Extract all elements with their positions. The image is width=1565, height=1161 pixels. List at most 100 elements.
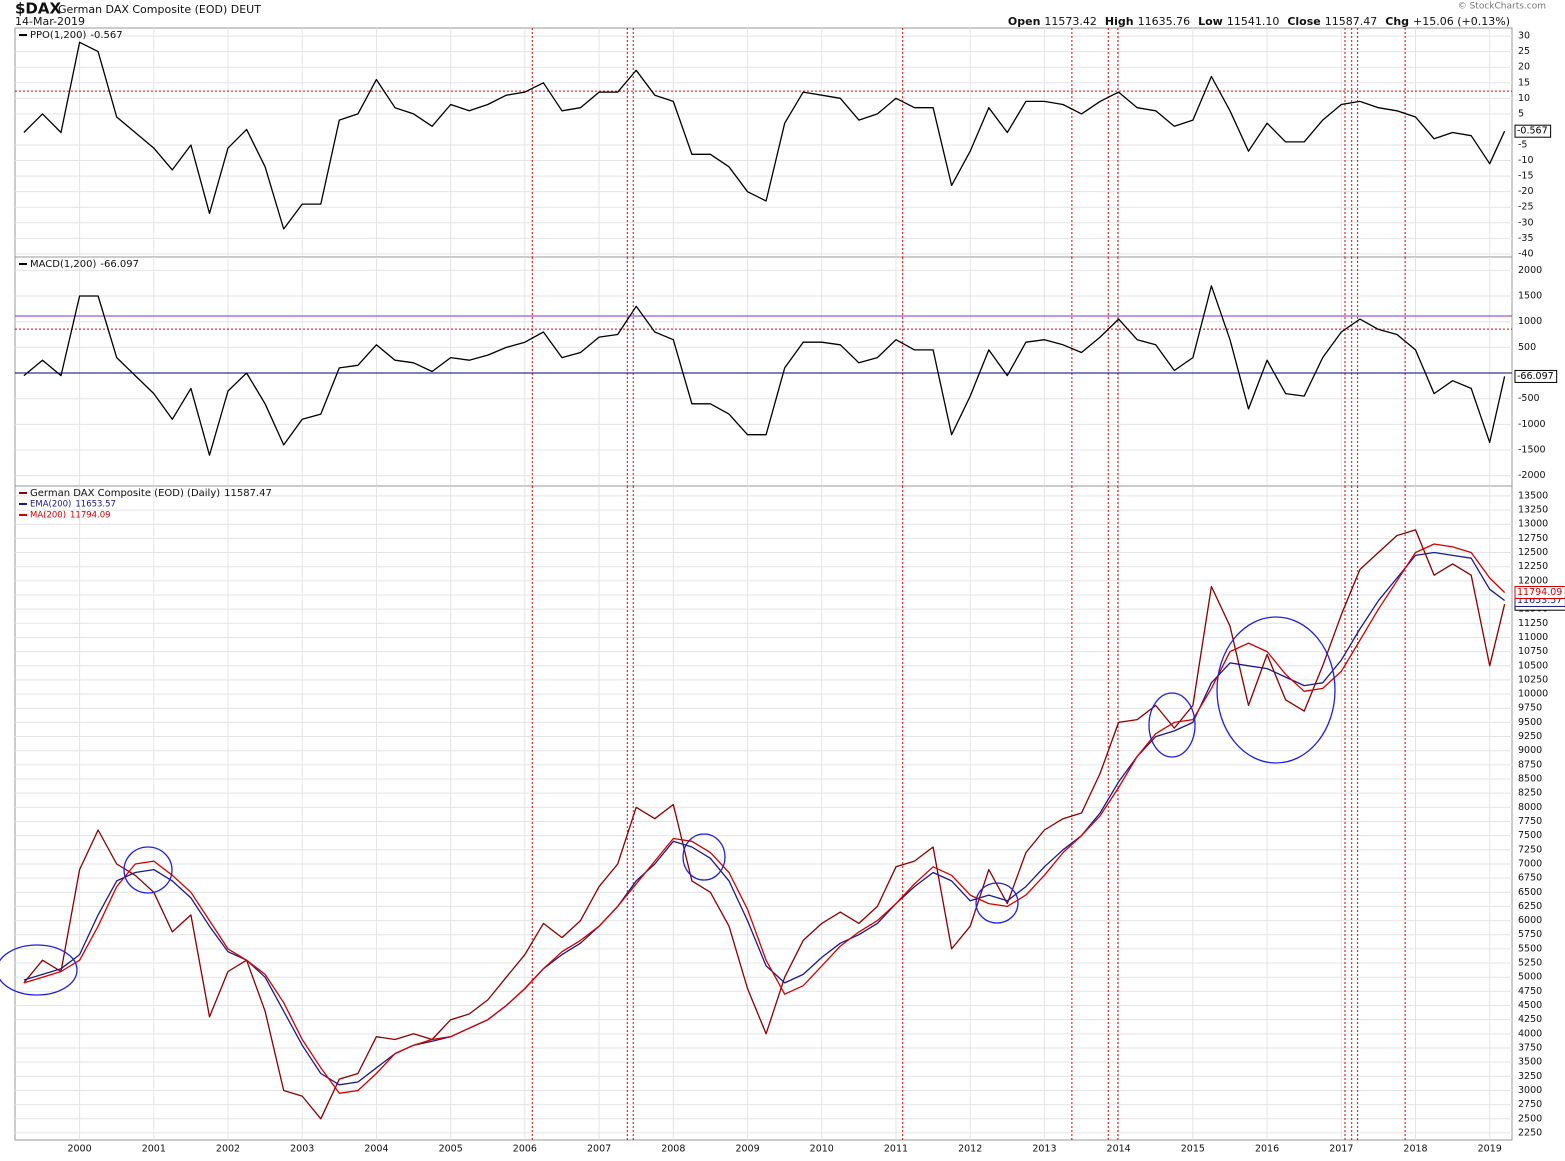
- panel: 2000 1500 1000 500 -500 -1000 -1500 -2000 MACD(1…: [14, 256, 1558, 487]
- legend-name: EMA(200): [30, 500, 71, 510]
- panel-frame: [14, 27, 1513, 258]
- annotation-circle: [0, 944, 78, 996]
- annotation-circle: [682, 833, 726, 881]
- x-tick-label: 2001: [142, 1144, 166, 1155]
- x-tick-label: 2002: [216, 1144, 240, 1155]
- security-name: German DAX Composite (EOD) DEUT: [58, 3, 261, 16]
- y-tick-label: 15: [1518, 77, 1530, 88]
- y-tick-label: 8000: [1518, 802, 1542, 813]
- x-tick-label: 2006: [513, 1144, 537, 1155]
- x-tick-label: 2003: [290, 1144, 314, 1155]
- annotation-circle: [123, 846, 173, 894]
- y-tick-label: 4750: [1518, 986, 1542, 997]
- y-tick-label: -1000: [1518, 419, 1546, 430]
- y-tick-label: 2250: [1518, 1127, 1542, 1138]
- legend-value: 11794.09: [70, 511, 111, 521]
- quote-value: 11635.76: [1138, 15, 1191, 28]
- y-tick-label: 8250: [1518, 788, 1542, 799]
- legend-name: MA(200): [30, 511, 66, 521]
- y-tick-label: 500: [1518, 342, 1536, 353]
- credit: © StockCharts.com: [1458, 2, 1546, 12]
- y-tick-label: 9750: [1518, 703, 1542, 714]
- quote-value: 11541.10: [1227, 15, 1280, 28]
- quote-label: Open: [1008, 15, 1041, 28]
- x-tick-label: 2015: [1181, 1144, 1205, 1155]
- quote-value: +15.06 (+0.13%): [1413, 15, 1510, 28]
- y-tick-label: 7000: [1518, 858, 1542, 869]
- y-tick-label: 6250: [1518, 901, 1542, 912]
- y-tick-label: 8500: [1518, 774, 1542, 785]
- y-tick-label: -15: [1518, 171, 1534, 182]
- legend-name: German DAX Composite (EOD) (Daily): [30, 488, 220, 499]
- y-tick-label: 5500: [1518, 943, 1542, 954]
- y-tick-label: 30: [1518, 31, 1530, 42]
- y-tick-label: 2750: [1518, 1099, 1542, 1110]
- legend-value: 11653.57: [75, 500, 116, 510]
- y-tick-label: -2000: [1518, 470, 1546, 481]
- x-tick-label: 2018: [1403, 1144, 1427, 1155]
- y-tick-label: 7500: [1518, 830, 1542, 841]
- y-tick-label: 7750: [1518, 816, 1542, 827]
- plots: 30252015105-5-10-15-20-25-30-35-40PPO(1,…: [14, 27, 1565, 1155]
- series-line: [23, 543, 1506, 1094]
- legend-value: 11587.47: [224, 488, 272, 499]
- y-tick-label: 4000: [1518, 1028, 1542, 1039]
- x-tick-label: 2016: [1255, 1144, 1279, 1155]
- y-tick-label: 3000: [1518, 1085, 1542, 1096]
- last-value-box: [1514, 369, 1558, 383]
- y-tick-label: 12500: [1518, 547, 1548, 558]
- y-tick-label: 10000: [1518, 689, 1548, 700]
- x-tick-label: 2005: [439, 1144, 463, 1155]
- y-tick-label: -5: [1518, 139, 1527, 150]
- legend-name: PPO(1,200): [30, 30, 86, 41]
- y-tick-label: 11000: [1518, 632, 1548, 643]
- x-tick-label: 2014: [1107, 1144, 1131, 1155]
- y-tick-label: 20: [1518, 62, 1530, 73]
- y-tick-label: 7250: [1518, 844, 1542, 855]
- y-tick-label: 2000: [1518, 265, 1542, 276]
- y-tick-label: 10500: [1518, 660, 1548, 671]
- x-tick-label: 2008: [661, 1144, 685, 1155]
- legend-value: -0.567: [90, 30, 122, 41]
- y-tick-label: 10: [1518, 93, 1530, 104]
- y-tick-label: 12000: [1518, 575, 1548, 586]
- quote-label: High: [1105, 15, 1134, 28]
- last-value-box: [1514, 586, 1565, 600]
- y-tick-label: 2500: [1518, 1113, 1542, 1124]
- x-tick-label: 2013: [1032, 1144, 1056, 1155]
- y-tick-label: 10250: [1518, 674, 1548, 685]
- y-tick-label: 5000: [1518, 972, 1542, 983]
- y-tick-label: 13250: [1518, 505, 1548, 516]
- x-tick-label: 2000: [67, 1144, 91, 1155]
- y-tick-label: 3500: [1518, 1057, 1542, 1068]
- last-value-label: -66.097: [1517, 371, 1554, 382]
- y-tick-label: 10750: [1518, 646, 1548, 657]
- panel-frame: [14, 485, 1513, 1141]
- y-tick-label: -10: [1518, 155, 1534, 166]
- y-tick-label: 9250: [1518, 731, 1542, 742]
- quote-label: Low: [1198, 15, 1223, 28]
- y-tick-label: 4500: [1518, 1000, 1542, 1011]
- y-tick-label: 4250: [1518, 1014, 1542, 1025]
- y-tick-label: 6000: [1518, 915, 1542, 926]
- series-line: [23, 551, 1505, 1086]
- y-tick-label: 9500: [1518, 717, 1542, 728]
- y-tick-label: 8750: [1518, 759, 1542, 770]
- y-tick-label: 6750: [1518, 873, 1542, 884]
- y-tick-label: 11250: [1518, 618, 1548, 629]
- y-tick-label: 1000: [1518, 316, 1542, 327]
- x-tick-label: 2011: [884, 1144, 908, 1155]
- x-tick-label: 2007: [587, 1144, 611, 1155]
- y-tick-label: 5: [1518, 108, 1524, 119]
- panel-frame: [14, 256, 1513, 487]
- y-tick-label: 25: [1518, 46, 1530, 57]
- y-tick-label: 12250: [1518, 561, 1548, 572]
- x-tick-label: 2012: [958, 1144, 982, 1155]
- x-tick-label: 2004: [364, 1144, 388, 1155]
- y-tick-label: -500: [1518, 393, 1540, 404]
- panel: 1350013250130001275012500122501200011750…: [14, 485, 1565, 1155]
- y-tick-label: -20: [1518, 186, 1534, 197]
- x-tick-label: 2019: [1478, 1144, 1502, 1155]
- panel: 30 25 20 15 10 5 -5 -10 -15 -20 -25 -30 -35 -40 PPO(1,…: [14, 27, 1552, 259]
- quote-label: Chg: [1385, 15, 1409, 28]
